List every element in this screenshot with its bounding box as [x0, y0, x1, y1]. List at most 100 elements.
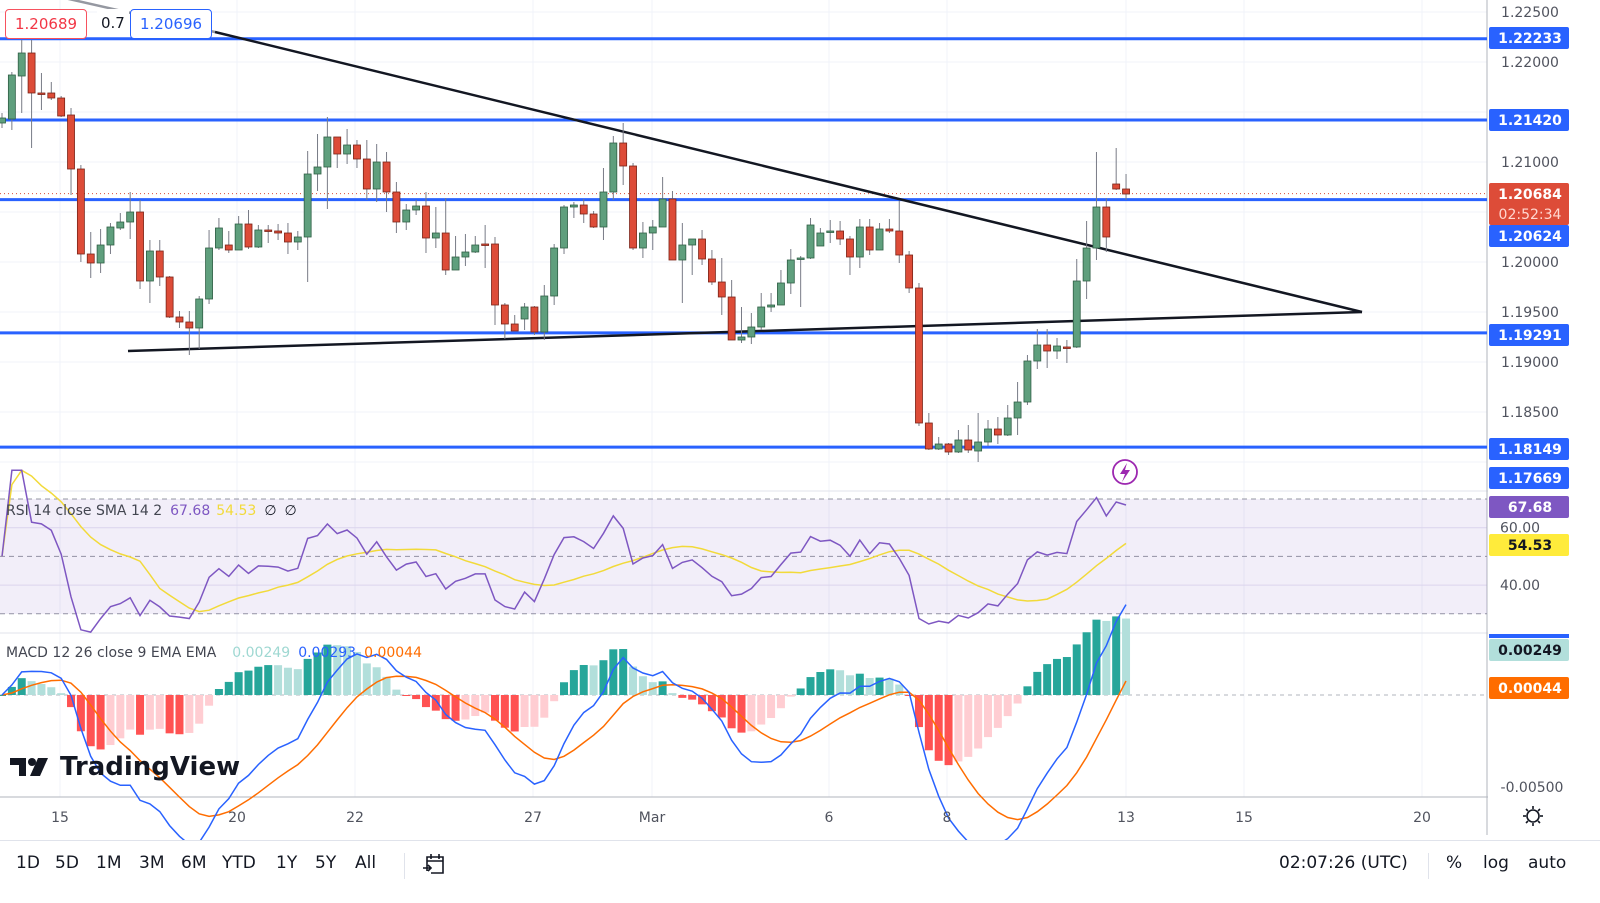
candle	[934, 437, 943, 450]
rsi-value-tag: 67.68	[1489, 496, 1569, 518]
candle-body-up	[116, 221, 125, 229]
candle	[658, 177, 667, 228]
candle-body-up	[1082, 247, 1091, 282]
timeframe-1d[interactable]: 1D	[16, 853, 40, 873]
macd-histogram-bar	[461, 695, 470, 720]
macd-histogram-bar	[767, 695, 776, 719]
price-tags: 1.22233 1.21420 1.20624 1.19291 1.18149 1.176…	[1489, 27, 1569, 699]
candle	[993, 417, 1002, 444]
candle-body-down	[915, 287, 923, 424]
macd-histogram-bar	[934, 695, 943, 761]
candle-body-down	[924, 422, 933, 450]
macd-histogram-bar	[638, 676, 647, 695]
macd-legend[interactable]: MACD 12 26 close 9 EMA EMA 0.00249 0.002…	[6, 645, 422, 661]
candle	[76, 165, 85, 262]
macd-histogram-bar	[352, 651, 361, 695]
tradingview-logo[interactable]: TradingView	[10, 752, 240, 782]
candle-body-down	[362, 158, 371, 190]
candle	[185, 311, 194, 355]
macd-histogram-tag: 0.00249	[1489, 639, 1569, 661]
candle	[619, 123, 628, 185]
candle-body-up	[293, 236, 302, 243]
rsi-sma-tag-bg	[1489, 534, 1569, 556]
candle-body-down	[1043, 344, 1052, 352]
price-axis-tick: 1.19500	[1501, 305, 1559, 321]
candle	[708, 250, 716, 285]
macd-histogram-bar	[116, 695, 125, 739]
rsi-extra-1: ∅	[264, 503, 277, 519]
candle-body-down	[885, 228, 894, 232]
timeframe-6m[interactable]: 6M	[181, 853, 207, 873]
horizontal-levels[interactable]	[0, 37, 1487, 449]
ascending-trendline[interactable]	[127, 310, 1363, 353]
percent-scale-button[interactable]: %	[1446, 853, 1463, 873]
candle-body-down	[1062, 346, 1071, 349]
candle-body-up	[560, 206, 568, 249]
macd-title: MACD 12 26 close 9 EMA EMA	[6, 645, 217, 661]
candle-body-up	[471, 244, 480, 253]
ask-price-box[interactable]: 1.20696	[130, 9, 213, 39]
date-range-calendar-icon[interactable]	[421, 851, 447, 877]
timeframe-3m[interactable]: 3M	[139, 853, 165, 873]
timeframe-1y[interactable]: 1Y	[276, 853, 298, 873]
log-scale-button[interactable]: log	[1483, 853, 1509, 873]
macd-histogram-bar	[343, 646, 352, 695]
descending-trendline[interactable]	[214, 30, 1363, 314]
candle-body-up	[550, 247, 559, 297]
macd-histogram-bar	[845, 675, 854, 695]
candle	[67, 108, 75, 195]
utc-clock[interactable]: 02:07:26 (UTC)	[1279, 853, 1408, 873]
time-axis-tick: 15	[51, 810, 69, 826]
timeframe-5d[interactable]: 5D	[55, 853, 79, 873]
macd-signal-tag: 0.00044	[1489, 677, 1569, 699]
candle	[175, 311, 184, 328]
candle-body-up	[0, 117, 6, 124]
candle	[106, 223, 115, 254]
price-chart[interactable]: 1.22500 1.22000 1.21000 1.20000 1.19500 1.190…	[0, 0, 1600, 840]
candle	[382, 152, 391, 212]
macd-histogram-bar	[707, 695, 716, 712]
candle	[500, 303, 509, 339]
timeframe-ytd[interactable]: YTD	[222, 853, 256, 873]
candle-body-up	[796, 257, 805, 260]
candle-body-up	[757, 306, 766, 328]
macd-histogram-bar	[619, 649, 628, 695]
macd-histogram-bar	[540, 695, 549, 718]
candle-body-up	[412, 205, 421, 211]
candle-body-down	[47, 92, 56, 99]
candle	[431, 207, 440, 248]
candle	[540, 285, 549, 340]
timeframe-all[interactable]: All	[355, 853, 377, 873]
macd-histogram-bar	[165, 695, 174, 734]
candle-body-up	[1003, 417, 1012, 436]
candle-body-up	[1072, 280, 1081, 348]
lightning-alert-icon[interactable]	[1112, 459, 1138, 485]
candle	[313, 134, 322, 191]
macd-histogram-bar	[737, 695, 746, 733]
bid-price-box[interactable]: 1.20689	[5, 9, 88, 39]
candle-body-up	[451, 256, 460, 271]
candle-body-down	[333, 136, 342, 155]
settings-gear-icon[interactable]	[1523, 806, 1543, 826]
macd-histogram-bar	[560, 682, 569, 695]
candle-body-down	[619, 142, 628, 167]
candle	[826, 220, 835, 243]
macd-histogram-bar	[776, 695, 785, 709]
spread-value: 0.7	[97, 9, 129, 37]
macd-histogram-bar	[1112, 616, 1121, 695]
candle-body-up	[106, 226, 115, 246]
macd-histogram-bar	[86, 695, 95, 747]
candle	[27, 40, 36, 148]
macd-histogram-bar	[274, 665, 283, 695]
level-tag: 1.21420	[1489, 109, 1569, 131]
candle	[471, 236, 480, 253]
auto-scale-button[interactable]: auto	[1528, 853, 1567, 873]
timeframe-5y[interactable]: 5Y	[315, 853, 337, 873]
timeframe-1m[interactable]: 1M	[96, 853, 122, 873]
time-axis-tick: 6	[825, 810, 834, 826]
candle-body-up	[323, 136, 332, 168]
trend-lines[interactable]	[60, 0, 1363, 353]
grid	[0, 0, 1600, 835]
rsi-legend[interactable]: RSI 14 close SMA 14 2 67.68 54.53 ∅ ∅	[6, 503, 297, 519]
macd-histogram-bar	[599, 660, 608, 695]
